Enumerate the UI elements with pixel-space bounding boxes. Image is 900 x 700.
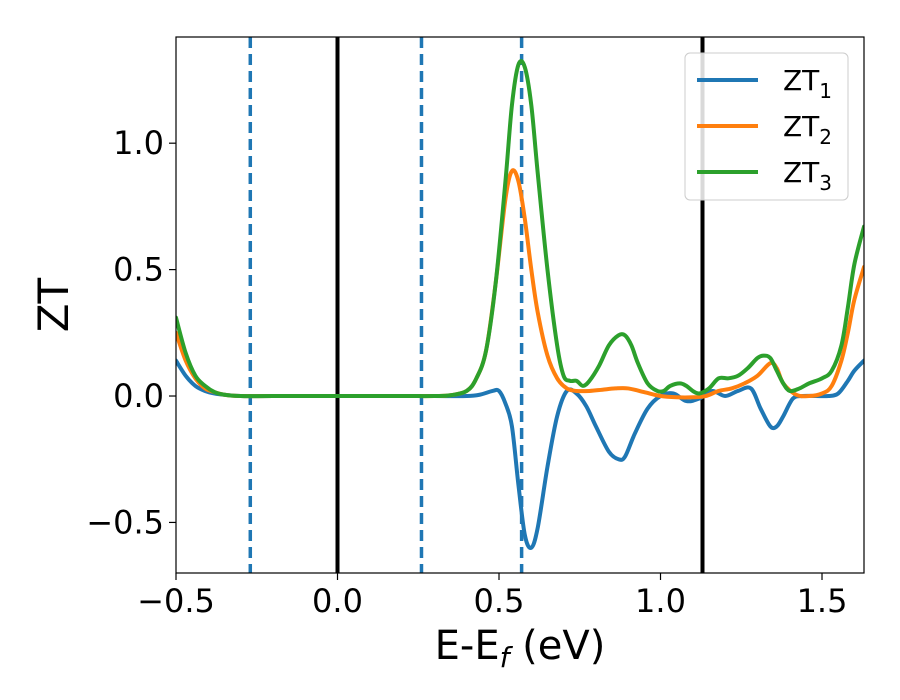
legend-label-zt1: ZT1 bbox=[783, 64, 832, 103]
y-tick-label: 0.5 bbox=[113, 251, 164, 289]
y-axis-ticks: −0.5 0.0 0.5 1.0 bbox=[86, 124, 176, 541]
vertical-reference-lines bbox=[248, 37, 705, 573]
x-axis-ticks: −0.5 0.0 0.5 1.0 1.5 bbox=[137, 573, 847, 620]
x-tick-label: −0.5 bbox=[137, 582, 215, 620]
x-tick-label: 1.0 bbox=[635, 582, 686, 620]
legend-label-zt2: ZT2 bbox=[783, 110, 832, 149]
series-line-zt3 bbox=[176, 59, 864, 399]
x-tick-label: 0.0 bbox=[312, 582, 363, 620]
plot-frame bbox=[175, 36, 865, 574]
x-tick-label: 0.5 bbox=[474, 582, 525, 620]
legend-label-zt3: ZT3 bbox=[783, 156, 832, 195]
y-tick-label: 1.0 bbox=[113, 124, 164, 162]
series-lines bbox=[176, 59, 864, 550]
x-axis-label: E-Ef (eV) bbox=[435, 623, 606, 674]
y-axis-label: ZT bbox=[29, 277, 78, 332]
y-tick-label: 0.0 bbox=[113, 377, 164, 415]
legend: ZT1 ZT2 ZT3 bbox=[684, 52, 849, 201]
x-tick-label: 1.5 bbox=[797, 582, 848, 620]
legend-box bbox=[684, 52, 849, 201]
y-tick-label: −0.5 bbox=[86, 503, 164, 541]
